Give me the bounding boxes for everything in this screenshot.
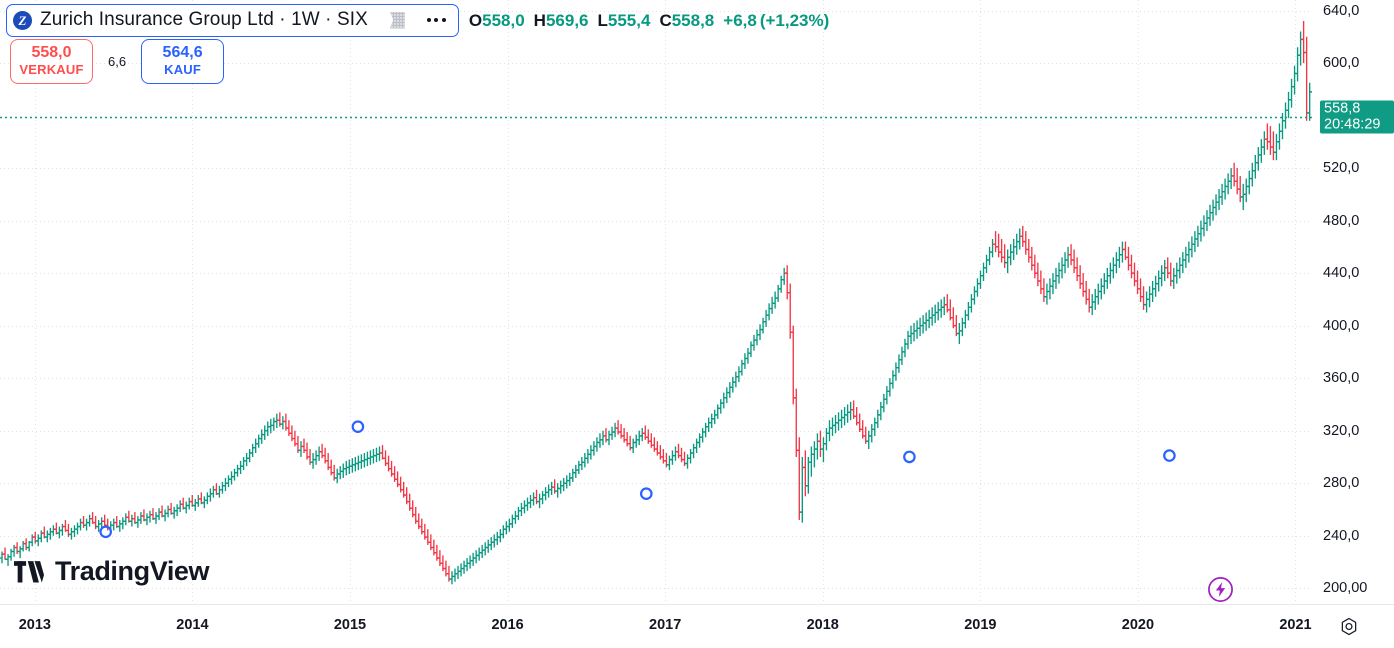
ohlc-low-value: 555,4 (607, 10, 651, 30)
price-tick: 240,0 (1323, 527, 1360, 544)
chart-plot-area[interactable] (0, 0, 1312, 604)
time-tick: 2018 (806, 617, 839, 633)
tradingview-logo-icon (14, 560, 44, 582)
candlestick-series (0, 21, 1312, 585)
price-tick: 320,0 (1323, 422, 1360, 439)
price-tick: 400,0 (1323, 317, 1360, 334)
current-price: 558,8 (1324, 100, 1361, 117)
ohlc-high-value: 569,6 (545, 10, 589, 30)
price-tick: 640,0 (1323, 2, 1360, 19)
chart-legend: Z Zurich Insurance Group Ltd · 1W · SIX … (6, 4, 829, 37)
time-tick: 2013 (18, 617, 51, 633)
price-tick: 360,0 (1323, 370, 1360, 387)
ohlc-change-abs: +6,8 (723, 10, 757, 30)
time-tick: 2020 (1121, 617, 1155, 633)
axis-settings-icon[interactable] (1340, 617, 1359, 636)
current-price-badge: 558,8 20:48:29 (1320, 100, 1394, 134)
time-axis[interactable]: 2013201420152016201720182019202020212022… (0, 604, 1394, 648)
ohlc-values: O 558,0 H 569,6 L 555,4 C 558,8 +6,8 (+1,23%… (469, 11, 829, 31)
ohlc-open-value: 558,0 (482, 10, 525, 30)
zurich-logo-icon: Z (13, 10, 32, 30)
price-tick: 200,00 (1323, 580, 1368, 597)
symbol-pill[interactable]: Z Zurich Insurance Group Ltd · 1W · SIX (6, 4, 459, 37)
time-tick: 2015 (333, 617, 367, 633)
time-tick: 2019 (964, 617, 997, 633)
ohlc-open-label: O (468, 10, 483, 30)
time-tick: 2014 (176, 617, 209, 633)
sell-price: 558,0 (31, 43, 72, 61)
sell-button[interactable]: 558,0 VERKAUF (10, 39, 93, 84)
ohlc-close-value: 558,8 (671, 10, 715, 30)
chart-gridlines (0, 0, 1312, 604)
symbol-title: Zurich Insurance Group Ltd · 1W · SIX (40, 9, 368, 30)
price-tick: 440,0 (1323, 265, 1360, 282)
sell-label: VERKAUF (19, 61, 84, 77)
buy-price: 564,6 (162, 43, 203, 61)
time-tick: 2017 (649, 617, 682, 633)
lightning-bolt-icon[interactable] (1207, 576, 1234, 603)
tradingview-name: TradingView (55, 556, 210, 586)
buy-label: KAUF (164, 61, 202, 77)
chart-overlays (0, 116, 1312, 539)
ohlc-change-pct: (+1,23%) (759, 10, 830, 30)
buy-button[interactable]: 564,6 KAUF (141, 39, 225, 84)
price-tick: 480,0 (1323, 212, 1360, 229)
ohlc-high-label: H (533, 10, 546, 30)
price-tick: 280,0 (1323, 475, 1360, 492)
more-options-icon[interactable] (426, 12, 446, 29)
price-tick: 600,0 (1323, 55, 1360, 72)
price-tick: 520,0 (1323, 160, 1360, 177)
ohlc-low-label: L (597, 10, 608, 30)
price-axis[interactable]: 558,8 20:48:29 640,0 600,0 520,0 480,0 440,0… (1312, 0, 1394, 604)
quote-row: 558,0 VERKAUF 6,6 564,6 KAUF (10, 39, 225, 84)
time-tick: 2016 (491, 617, 524, 633)
candles-icon[interactable] (389, 11, 405, 29)
tradingview-watermark: TradingView (14, 556, 210, 586)
ohlc-close-label: C (659, 10, 672, 30)
time-tick: 2021 (1279, 617, 1312, 633)
spread-value: 6,6 (108, 54, 127, 69)
current-time: 20:48:29 (1324, 116, 1381, 133)
